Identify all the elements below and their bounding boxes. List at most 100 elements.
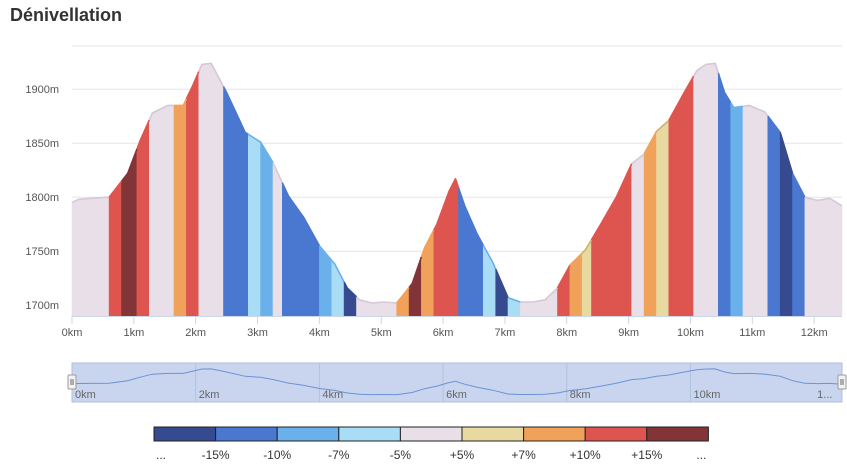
x-axis: 0km 1km 2km 3km 4km 5km 6km 7km 8km 9km 10km 11km 12… [62,316,842,339]
x-tick-label-12: 12km [801,327,828,339]
outline-segment-33 [668,75,695,121]
outline-segment-17 [396,287,410,304]
outline-segment-10 [259,141,274,164]
outline-segment-26 [556,264,571,289]
elevation-segment-5 [173,98,187,317]
legend-label-1: -15% [202,448,230,462]
legend-swatch-5 [461,426,525,442]
elevation-segment-32 [656,119,670,317]
navigator-left-handle[interactable] [67,374,77,390]
outline-segment-7 [198,62,225,87]
outline-segment-8 [222,86,249,135]
outline-segment-16 [355,296,397,304]
elevation-segments [71,62,843,317]
navigator-tick-label-1: 2km [199,389,220,401]
x-tick-label-8: 8km [556,327,577,339]
outline-segment-14 [331,259,345,283]
outline-segment-13 [318,245,333,262]
legend-swatch-7 [584,426,648,442]
elevation-segment-10 [260,141,274,317]
outline-segment-18 [408,256,423,288]
chart-title: Dénivellation [10,5,123,25]
outline-segment-29 [590,163,633,241]
legend-swatch-6 [523,426,586,442]
outline-segment-1 [108,180,123,198]
x-tick-label-9: 9km [618,327,639,339]
legend-label-9: ... [696,448,706,462]
outline-segment-5 [174,98,188,107]
navigator-series-line [71,368,843,396]
y-tick-label-1: 1750m [25,246,59,258]
elevation-segment-7 [198,62,224,317]
outline-segment-20 [433,178,460,231]
elevation-segment-34 [693,62,719,317]
elevation-segment-30 [631,153,645,317]
navigator-right-handle[interactable] [837,374,847,390]
outline-segment-35 [717,72,732,103]
outline-segment-37 [742,104,769,117]
legend-label-0: ... [156,448,166,462]
x-tick-label-2: 2km [185,327,206,339]
y-tick-label-3: 1850m [25,138,59,150]
y-tick-label-2: 1800m [25,192,59,204]
outline-segment-39 [779,132,794,174]
elevation-segment-29 [591,163,632,317]
navigator-tick-label-0: 0km [75,389,96,401]
elevation-segment-35 [718,72,731,317]
x-tick-label-0: 0km [62,327,83,339]
outline-segment-31 [643,130,658,155]
legend-swatch-8 [646,426,709,442]
elevation-segment-11 [272,162,283,317]
outline-segment-24 [507,296,521,303]
x-tick-label-5: 5km [371,327,392,339]
elevation-segment-3 [136,119,150,317]
elevation-segment-13 [319,244,333,317]
legend-label-8: +15% [631,448,662,462]
navigator-tick-label-5: 10km [693,389,720,401]
x-tick-label-10: 10km [677,327,704,339]
elevation-segment-26 [557,265,571,317]
x-tick-label-1: 1km [123,327,144,339]
outline-segment-40 [791,173,806,198]
elevation-segment-12 [282,182,320,317]
outline-segment-12 [281,182,321,247]
elevation-segment-38 [767,115,781,317]
legend-label-2: -10% [263,448,291,462]
elevation-segment-8 [223,86,249,317]
x-tick-label-3: 3km [247,327,268,339]
legend-swatch-2 [276,426,340,442]
outline-segment-11 [272,162,284,184]
outline-segment-38 [767,115,781,133]
range-navigator[interactable]: 0km 2km 4km 6km 8km 10km 1... [67,362,847,403]
navigator-tick-label-2: 4km [322,389,343,401]
elevation-segment-39 [779,132,793,317]
outline-segment-2 [120,148,138,182]
elevation-segment-21 [458,187,484,317]
legend-swatch-3 [338,426,401,442]
outline-segment-34 [692,62,720,77]
outline-segment-9 [247,133,262,143]
legend-label-7: +10% [570,448,601,462]
x-tick-label-6: 6km [433,327,454,339]
outline-segment-25 [520,287,559,303]
outline-segment-15 [343,281,358,298]
outline-segment-6 [185,71,200,100]
x-tick-label-11: 11km [739,327,765,339]
navigator-tick-label-3: 6km [446,389,467,401]
outline-segment-0 [71,196,110,204]
elevation-segment-31 [643,131,657,317]
y-axis: 1700m 1750m 1800m 1850m 1900m [25,84,59,312]
outline-segment-21 [457,187,485,246]
legend-swatch-1 [215,426,278,442]
navigator-tick-label-4: 8km [570,389,591,401]
outline-segment-36 [730,102,744,109]
elevation-segment-6 [186,71,200,317]
outline-segment-27 [569,252,583,266]
x-tick-label-4: 4km [309,327,330,339]
outline-segment-3 [136,119,151,150]
legend-label-5: +5% [450,448,475,462]
legend-label-3: -7% [328,448,350,462]
legend-swatch-4 [399,426,463,442]
y-tick-label-4: 1900m [25,84,59,96]
